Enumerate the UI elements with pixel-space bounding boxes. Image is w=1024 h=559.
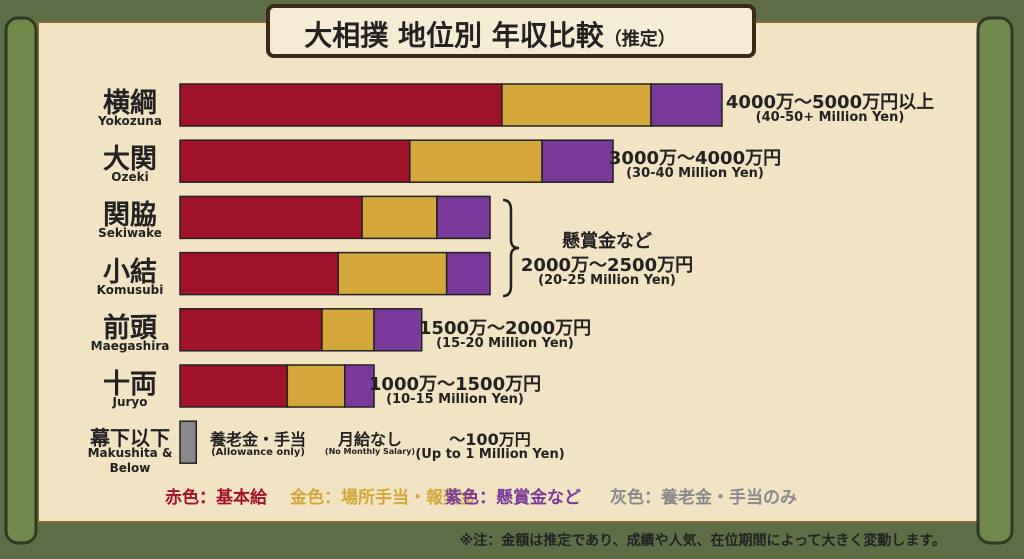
category-label: 横綱 bbox=[103, 88, 157, 119]
note-sub: (No Monthly Salary) bbox=[324, 447, 416, 456]
bar bbox=[337, 251, 448, 296]
annotation-note: 懸賞金など bbox=[562, 231, 652, 252]
category-label-en: Juryo bbox=[112, 395, 148, 409]
category-label-en: Makushita & Below bbox=[87, 446, 173, 476]
bar bbox=[286, 364, 346, 408]
scroll-roll bbox=[976, 16, 1014, 545]
bar bbox=[436, 195, 491, 240]
annotation: 2000万～2500万円 bbox=[520, 255, 694, 276]
legend-item: 赤色：基本給 bbox=[165, 488, 267, 508]
bar bbox=[501, 83, 652, 127]
annotation: 3000万～4000万円 bbox=[608, 148, 782, 169]
note-sub: (Up to 1 Million Yen) bbox=[415, 447, 565, 462]
category-label-en: Maegashira bbox=[90, 338, 170, 353]
brace bbox=[502, 198, 520, 298]
category-label: 関脇 bbox=[103, 200, 157, 232]
note: 養老金・手当 bbox=[209, 430, 307, 449]
scroll-roll bbox=[4, 16, 38, 545]
legend-item: 灰色：養老金・手当のみ bbox=[610, 488, 797, 508]
annotation-sub: (20-25 Million Yen) bbox=[538, 273, 676, 288]
bar bbox=[179, 139, 411, 183]
bar bbox=[650, 83, 723, 127]
category-label-en: Ozeki bbox=[111, 170, 149, 185]
bar bbox=[179, 420, 198, 464]
category-label: 十両 bbox=[103, 369, 157, 400]
annotation: 1500万～2000万円 bbox=[418, 318, 592, 339]
subtitle: （推定） bbox=[603, 29, 676, 50]
legend-item: 金色：場所手当・報奨金 bbox=[290, 488, 477, 508]
bar bbox=[179, 364, 289, 408]
bar bbox=[541, 139, 614, 183]
footnote: ※注：金額は推定であり、成績や人気、在位期間によって大きく変動します。 bbox=[459, 533, 946, 549]
bar bbox=[321, 308, 375, 352]
category-label-en: Komusubi bbox=[96, 282, 164, 297]
category-label-en: Sekiwake bbox=[98, 226, 162, 241]
bar bbox=[361, 195, 438, 240]
bar bbox=[179, 83, 503, 127]
annotation-sub: (30-40 Million Yen) bbox=[626, 166, 764, 181]
annotation-sub: (40-50+ Million Yen) bbox=[755, 110, 905, 125]
category-label: 前頭 bbox=[103, 312, 157, 344]
bar bbox=[179, 195, 363, 240]
note: 月給なし bbox=[337, 430, 403, 449]
bar bbox=[409, 139, 543, 183]
bar bbox=[373, 308, 423, 352]
chart-title: 大相撲 地位別 年収比較（推定） bbox=[304, 14, 676, 54]
category-label-en: Yokozuna bbox=[98, 114, 162, 128]
annotation-sub: (15-20 Million Yen) bbox=[436, 336, 574, 351]
bar bbox=[179, 308, 323, 352]
annotation-sub: (10-15 Million Yen) bbox=[386, 392, 524, 407]
category-label: 大関 bbox=[103, 144, 157, 176]
annotation: 4000万～5000万円以上 bbox=[725, 92, 935, 113]
title-banner bbox=[266, 4, 756, 58]
note-sub: (Allowance only) bbox=[211, 447, 305, 458]
bar bbox=[445, 251, 491, 296]
legend-item: 紫色：懸賞金など bbox=[445, 488, 581, 508]
note: ～100万円 bbox=[449, 430, 531, 449]
annotation: 1000万～1500万円 bbox=[368, 374, 542, 395]
title: 大相撲 地位別 年収比較 bbox=[304, 19, 604, 52]
bar bbox=[179, 251, 340, 296]
category-label: 幕下以下 bbox=[90, 426, 170, 451]
category-label: 小結 bbox=[103, 256, 157, 288]
bar bbox=[344, 364, 375, 408]
